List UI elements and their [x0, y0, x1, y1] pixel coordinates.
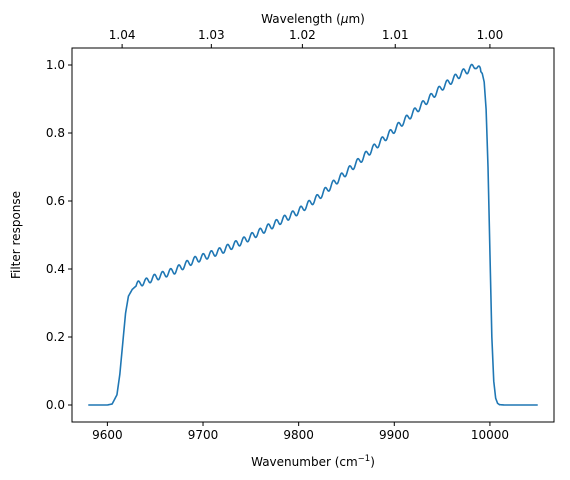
y-tick-label: 0.2: [46, 330, 65, 344]
y-axis-title: Filter response: [9, 191, 23, 279]
x-tick-label: 9900: [379, 428, 410, 442]
y-axis: 0.0 0.2 0.4 0.6 0.8 1.0: [46, 58, 72, 412]
top-tick-label: 1.04: [109, 28, 136, 42]
top-tick-label: 1.02: [289, 28, 316, 42]
top-tick-label: 1.03: [198, 28, 225, 42]
x-axis-bottom: 9600 9700 9800 9900 10000: [92, 422, 509, 442]
x-tick-label: 9800: [283, 428, 314, 442]
y-tick-label: 0.8: [46, 126, 65, 140]
x-axis-top: 1.04 1.03 1.02 1.01 1.00: [109, 28, 504, 48]
top-axis-title: Wavelength (μm): [261, 12, 365, 26]
series-line: [87, 63, 539, 406]
y-tick-label: 0.0: [46, 398, 65, 412]
y-tick-label: 1.0: [46, 58, 65, 72]
y-tick-label: 0.6: [46, 194, 65, 208]
x-tick-label: 9700: [188, 428, 219, 442]
top-tick-label: 1.01: [382, 28, 409, 42]
x-axis-title: Wavenumber (cm−1): [251, 454, 375, 469]
x-tick-label: 9600: [92, 428, 123, 442]
plot-area: [71, 47, 555, 423]
top-tick-label: 1.00: [477, 28, 504, 42]
y-tick-label: 0.4: [46, 262, 65, 276]
x-tick-label: 10000: [471, 428, 509, 442]
